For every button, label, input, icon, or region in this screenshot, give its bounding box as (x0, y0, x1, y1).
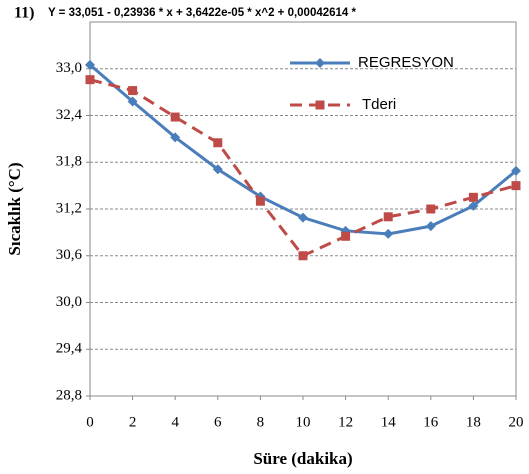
y-tick-label: 33,0 (56, 60, 82, 76)
marker (170, 112, 180, 122)
marker (298, 251, 308, 261)
x-tick-label: 16 (423, 414, 439, 430)
legend-label: REGRESYON (358, 54, 454, 71)
chart-label: 11) (14, 5, 34, 22)
x-tick-label: 20 (509, 414, 524, 430)
y-tick-label: 30,0 (56, 294, 82, 310)
y-tick-label: 30,6 (56, 247, 83, 263)
marker (341, 231, 351, 241)
y-tick-label: 31,8 (56, 154, 82, 170)
plot-frame (89, 21, 517, 397)
legend-marker (315, 100, 325, 110)
legend-marker (315, 58, 325, 68)
marker (511, 165, 521, 176)
x-tick-label: 8 (257, 414, 265, 430)
marker (127, 96, 138, 107)
marker (213, 138, 223, 148)
marker (383, 212, 393, 222)
legend-label: Tderi (362, 96, 396, 113)
marker (170, 132, 181, 143)
x-tick-label: 2 (129, 414, 137, 430)
marker (85, 59, 95, 70)
marker (511, 181, 521, 191)
y-axis-label: Sıcaklık (°C) (5, 162, 24, 255)
y-tick-label: 31,2 (56, 200, 82, 216)
x-tick-label: 14 (381, 414, 397, 430)
marker (298, 212, 308, 223)
x-tick-label: 4 (171, 414, 179, 430)
marker (468, 192, 478, 202)
x-tick-label: 6 (214, 414, 222, 430)
chart-title: Y = 33,051 - 0,23936 * x + 3,6422e-05 * … (48, 7, 357, 19)
marker (255, 196, 265, 206)
x-tick-label: 10 (296, 414, 311, 430)
y-tick-label: 28,8 (56, 387, 82, 403)
series-line (89, 78, 517, 258)
marker (425, 221, 436, 232)
x-tick-label: 18 (466, 414, 481, 430)
marker (383, 228, 394, 239)
y-tick-label: 29,4 (56, 341, 83, 357)
marker (85, 75, 95, 85)
x-tick-label: 12 (338, 414, 353, 430)
marker (128, 86, 138, 96)
marker (426, 204, 436, 214)
marker (468, 200, 479, 211)
x-axis-label: Süre (dakika) (253, 449, 352, 468)
marker (212, 164, 223, 175)
y-tick-label: 32,4 (56, 107, 83, 123)
x-tick-label: 0 (86, 414, 94, 430)
